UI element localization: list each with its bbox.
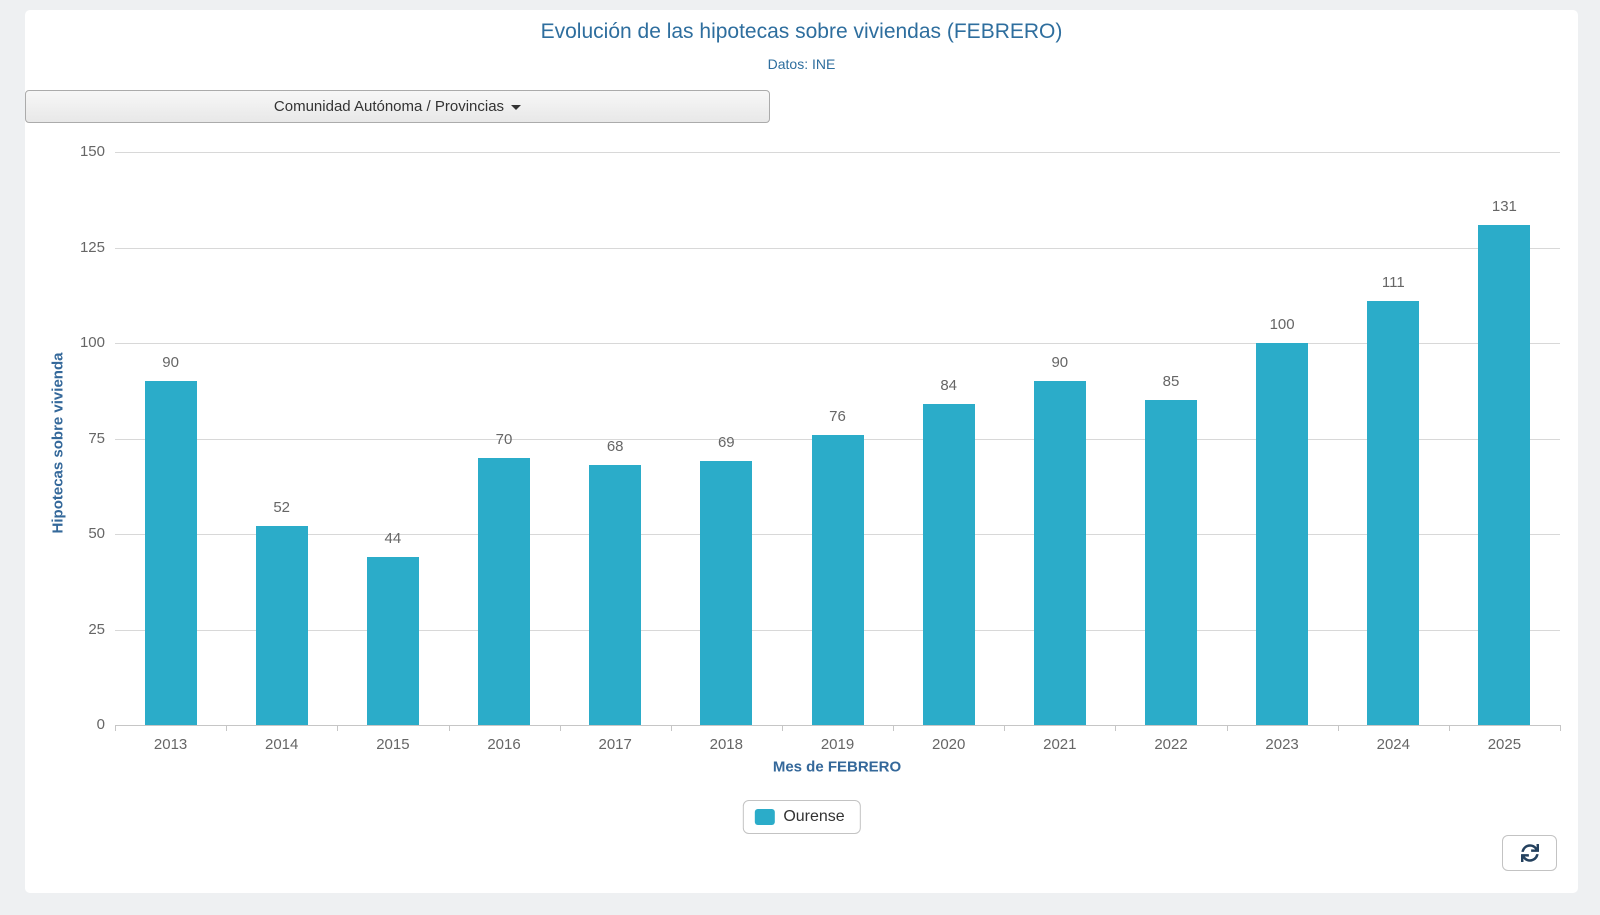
bar-value-label: 76	[829, 407, 846, 425]
x-tick-label: 2024	[1376, 736, 1410, 753]
bar-value-label: 131	[1491, 197, 1517, 215]
bar-2021[interactable]	[1033, 381, 1086, 725]
bar-value-label: 70	[495, 430, 513, 448]
y-axis-title: Hipotecas sobre vivienda	[49, 352, 67, 534]
chart-title: Evolución de las hipotecas sobre viviend…	[540, 20, 1063, 43]
bar-2018[interactable]	[700, 461, 753, 725]
bar-value-label: 111	[1381, 274, 1405, 291]
region-selector-dropdown[interactable]: Comunidad Autónoma / Provincias	[25, 90, 770, 123]
x-tick-label: 2014	[265, 736, 299, 753]
bar-value-label: 52	[273, 499, 291, 517]
x-axis-title: Mes de FEBRERO	[772, 758, 902, 776]
bar-2023[interactable]	[1256, 343, 1309, 725]
x-axis-tick	[1560, 725, 1561, 731]
x-tick-label: 2015	[376, 736, 410, 753]
x-axis-tick	[1115, 725, 1117, 731]
bar-2019[interactable]	[811, 434, 864, 725]
x-tick-label: 2021	[1043, 736, 1077, 753]
y-tick-label: 50	[88, 525, 105, 542]
legend-item-ourense[interactable]: Ourense	[742, 800, 861, 834]
gridline	[115, 247, 1560, 249]
bar-value-label: 69	[717, 434, 735, 452]
region-selector-label: Comunidad Autónoma / Provincias	[273, 98, 505, 115]
x-axis-line	[115, 725, 1560, 726]
x-tick-label: 2017	[598, 736, 632, 753]
x-axis-tick	[781, 725, 783, 731]
bar-value-label: 85	[1162, 373, 1180, 391]
bar-value-label: 44	[384, 529, 402, 547]
x-axis-tick	[226, 725, 228, 731]
x-axis-tick	[1226, 725, 1228, 731]
bar-2020[interactable]	[922, 404, 975, 725]
bar-2017[interactable]	[589, 465, 642, 725]
y-tick-label: 150	[79, 143, 105, 160]
x-axis-tick	[115, 725, 116, 731]
bar-value-label: 68	[606, 438, 624, 456]
bar-2025[interactable]	[1478, 224, 1531, 725]
bar-2022[interactable]	[1145, 400, 1197, 725]
bar-chart: 0 25 50 75 100 125 150 90 2013 52 2014 44 2015 70 2016…	[25, 10, 1578, 893]
y-tick-label: 125	[79, 238, 105, 256]
y-tick-label: 100	[79, 334, 105, 351]
chart-panel: Evolución de las hipotecas sobre viviend…	[25, 10, 1578, 893]
x-tick-label: 2023	[1265, 736, 1299, 753]
x-tick-label: 2016	[487, 736, 521, 753]
bar-2013[interactable]	[144, 381, 197, 725]
y-tick-label: 25	[88, 620, 105, 638]
bar-2014[interactable]	[255, 526, 308, 725]
refresh-icon	[1520, 844, 1539, 862]
x-axis-tick	[670, 725, 672, 731]
x-tick-label: 2020	[932, 736, 966, 753]
chart-subtitle: Datos: INE	[767, 56, 836, 72]
x-tick-label: 2018	[709, 736, 743, 753]
x-tick-label: 2025	[1487, 736, 1522, 753]
bar-value-label: 100	[1269, 316, 1295, 333]
bar-value-label: 84	[940, 377, 958, 395]
legend-label: Ourense	[783, 808, 845, 825]
x-axis-tick	[893, 725, 895, 731]
gridline	[115, 343, 1560, 344]
x-axis-tick	[1004, 725, 1006, 731]
chevron-down-icon	[511, 105, 522, 110]
x-axis-tick	[1337, 725, 1339, 731]
x-tick-label: 2013	[153, 736, 188, 753]
x-axis-tick	[337, 725, 339, 731]
bar-2015[interactable]	[366, 556, 419, 725]
bar-value-label: 90	[162, 354, 179, 372]
refresh-button[interactable]	[1502, 835, 1557, 871]
x-axis-tick	[559, 725, 561, 731]
x-tick-label: 2022	[1154, 736, 1188, 753]
x-axis-tick	[448, 725, 450, 731]
gridline	[115, 152, 1560, 153]
x-axis-tick	[1448, 725, 1450, 731]
bar-2024[interactable]	[1367, 301, 1420, 725]
x-tick-label: 2019	[820, 736, 855, 753]
y-tick-label: 0	[96, 716, 105, 733]
legend-swatch	[754, 809, 775, 825]
bar-value-label: 90	[1051, 354, 1069, 372]
bar-2016[interactable]	[478, 457, 530, 725]
y-tick-label: 75	[88, 429, 105, 447]
